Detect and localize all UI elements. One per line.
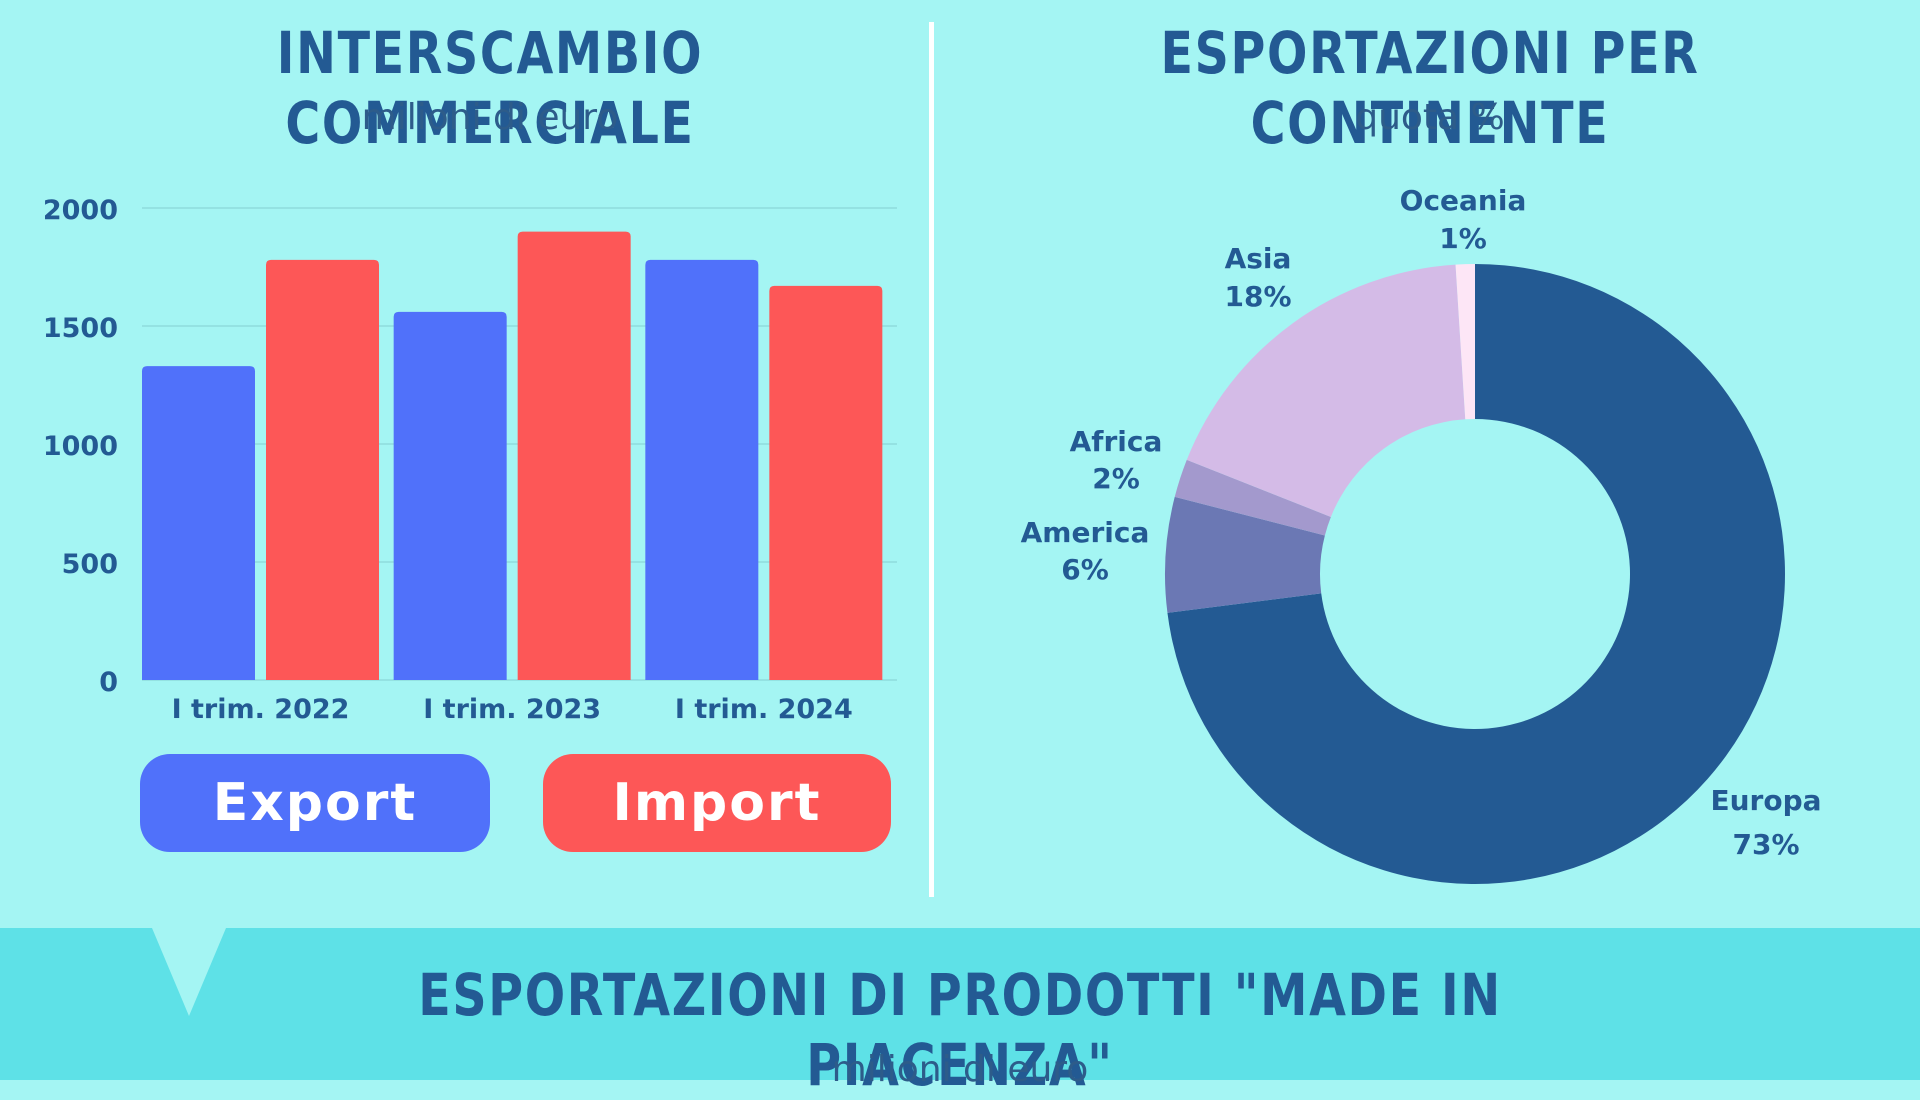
bar-import-1 (266, 259, 379, 680)
slice-label-africa: Africa (1070, 425, 1163, 458)
slice-label-america: America (1021, 516, 1150, 549)
slice-label-asia: Asia (1225, 242, 1292, 275)
slice-value-america: 6% (1061, 553, 1109, 586)
right-chart-subtitle: quota % (1355, 97, 1505, 138)
bottom-section-band: ESPORTAZIONI DI PRODOTTI "MADE IN PIACEN… (0, 928, 1920, 1099)
bottom-section-subtitle: milioni di euro (831, 1049, 1089, 1090)
donut-slice-africa (1174, 459, 1331, 536)
legend-import-button[interactable]: Import (543, 754, 891, 852)
slice-label-oceania: Oceania (1400, 184, 1527, 217)
left-chart-subtitle: milioni di euro (361, 97, 619, 138)
donut-slice-america (1165, 496, 1325, 613)
legend-export-button[interactable]: Export (140, 754, 490, 852)
y-tick-label: 2000 (43, 195, 118, 226)
bar-export-3 (645, 259, 759, 680)
y-tick-label: 1000 (43, 431, 118, 462)
bar-import-2 (517, 231, 631, 680)
legend-import-label: Import (612, 773, 822, 833)
bar-chart: 0 500 1000 1500 2000 I trim. 2022 I trim. 2023… (43, 195, 897, 725)
y-tick-label: 500 (62, 549, 118, 580)
panel-divider (929, 22, 934, 897)
left-chart-title: INTERSCAMBIO COMMERCIALE (276, 19, 704, 157)
legend-export-label: Export (212, 773, 418, 833)
slice-value-africa: 2% (1092, 462, 1140, 495)
bar-export-2 (393, 311, 507, 680)
x-tick-label: I trim. 2023 (423, 694, 601, 725)
slice-value-europa: 73% (1732, 828, 1799, 861)
y-tick-label: 0 (99, 667, 118, 698)
y-tick-label: 1500 (43, 313, 118, 344)
section-pointer-arrow (152, 928, 226, 1016)
bar-export-1 (142, 366, 255, 680)
donut-slice-asia (1186, 264, 1466, 517)
donut-chart: Europa 73% America 6% Africa 2% Asia 18% Oceania… (1021, 184, 1822, 885)
x-tick-label: I trim. 2022 (172, 694, 350, 725)
slice-value-oceania: 1% (1439, 222, 1487, 255)
donut-slice-oceania (1455, 264, 1475, 420)
bar-import-3 (769, 285, 883, 680)
donut-slice-europa (1167, 264, 1785, 885)
x-tick-label: I trim. 2024 (675, 694, 853, 725)
right-chart-title: ESPORTAZIONI PER CONTINENTE (1160, 19, 1700, 157)
slice-label-europa: Europa (1710, 784, 1821, 817)
slice-value-asia: 18% (1224, 280, 1291, 313)
